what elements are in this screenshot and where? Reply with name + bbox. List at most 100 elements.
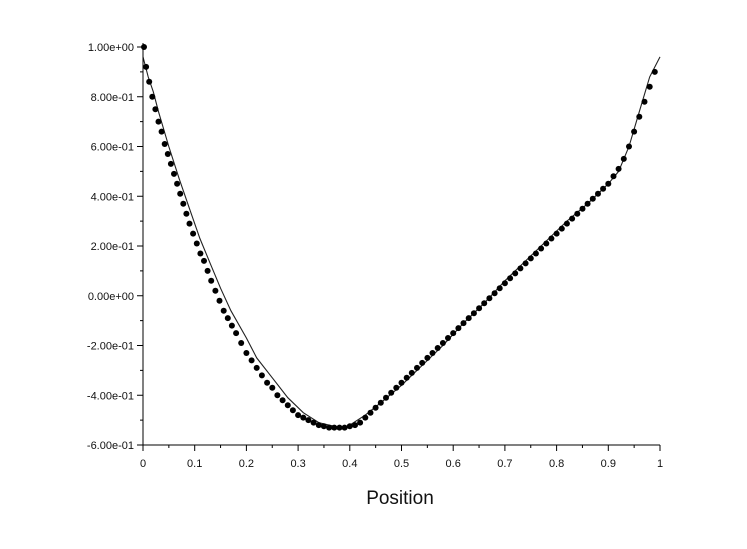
data-point xyxy=(295,412,302,419)
data-point xyxy=(289,407,296,414)
data-point xyxy=(538,245,545,252)
data-point xyxy=(310,419,317,426)
data-point xyxy=(367,409,374,416)
data-point xyxy=(253,364,260,371)
data-point xyxy=(626,143,632,150)
data-point xyxy=(434,345,441,351)
data-point xyxy=(636,113,643,120)
data-point xyxy=(481,300,488,307)
data-point xyxy=(589,195,596,202)
data-point xyxy=(212,287,219,294)
data-point xyxy=(258,372,265,379)
x-tick-label: 1 xyxy=(657,458,663,470)
data-point xyxy=(305,417,312,424)
y-tick-label: 2.00e-01 xyxy=(91,241,134,253)
data-point xyxy=(300,414,307,421)
data-point xyxy=(220,307,227,314)
data-point xyxy=(532,250,539,257)
data-point xyxy=(429,350,436,356)
data-point xyxy=(383,394,389,401)
data-point xyxy=(284,402,291,409)
x-tick-label: 0.3 xyxy=(290,458,305,470)
y-tick-label: -4.00e-01 xyxy=(87,390,134,402)
data-point xyxy=(193,240,200,247)
data-point xyxy=(460,320,467,327)
x-tick-label: 0.7 xyxy=(497,458,512,470)
data-point xyxy=(408,369,415,376)
x-tick-label: 0.2 xyxy=(239,458,254,470)
data-point xyxy=(419,359,426,366)
data-point xyxy=(331,424,338,431)
data-point xyxy=(584,200,591,207)
data-point xyxy=(346,423,353,430)
data-point xyxy=(641,98,648,105)
x-tick-label: 0.5 xyxy=(394,458,409,470)
data-point xyxy=(450,330,457,337)
data-point xyxy=(183,210,190,217)
data-point xyxy=(486,295,493,302)
data-point xyxy=(357,419,364,426)
data-point xyxy=(224,315,231,322)
data-point xyxy=(445,335,451,341)
y-tick-label: -2.00e-01 xyxy=(87,341,134,353)
data-point xyxy=(149,93,156,100)
data-point xyxy=(264,379,271,386)
data-point xyxy=(527,255,534,262)
data-point xyxy=(501,280,508,287)
data-point xyxy=(512,270,519,277)
data-point xyxy=(180,200,187,207)
data-point xyxy=(201,257,207,264)
data-point xyxy=(553,230,560,237)
axes-layer: 0 0.1 0.2 0.3 0.4 0.5 0.6 0.7 0.8 0.9 1 1.00e+00 8.0… xyxy=(87,42,663,470)
data-point xyxy=(610,173,617,180)
data-point xyxy=(158,128,165,135)
data-point xyxy=(377,399,384,406)
data-point xyxy=(233,330,240,337)
data-point xyxy=(491,290,498,297)
data-point xyxy=(595,190,601,197)
data-point xyxy=(155,118,162,125)
data-point xyxy=(439,340,446,346)
data-point xyxy=(197,250,204,257)
series-line xyxy=(142,56,661,429)
data-point xyxy=(146,78,153,85)
data-point xyxy=(470,310,477,317)
data-point xyxy=(164,151,171,157)
data-point xyxy=(352,422,358,429)
data-point xyxy=(543,240,550,247)
data-point xyxy=(388,389,395,396)
data-point xyxy=(517,265,524,272)
data-point xyxy=(190,230,197,237)
data-point xyxy=(393,384,400,391)
data-point xyxy=(248,357,255,364)
data-point xyxy=(186,220,193,227)
data-point xyxy=(208,277,215,284)
y-tick-label: 4.00e-01 xyxy=(91,191,134,203)
data-point xyxy=(569,215,576,222)
data-point xyxy=(398,379,405,386)
data-point xyxy=(605,180,612,187)
data-point xyxy=(326,424,333,431)
data-point xyxy=(548,235,555,242)
data-point xyxy=(177,190,184,197)
x-tick-label: 0.9 xyxy=(601,458,616,470)
data-point xyxy=(315,422,322,429)
x-axis-title: Position xyxy=(366,488,434,509)
data-point xyxy=(476,305,483,312)
data-layer xyxy=(141,44,661,431)
data-point xyxy=(558,225,565,232)
data-point xyxy=(279,397,286,404)
data-point xyxy=(507,275,514,282)
data-point xyxy=(161,141,168,147)
x-tick-label: 0 xyxy=(140,458,146,470)
data-point xyxy=(174,180,181,187)
y-tick-label: 6.00e-01 xyxy=(91,142,134,154)
data-point xyxy=(563,220,570,227)
data-point xyxy=(341,424,348,431)
data-point xyxy=(228,322,235,329)
data-point xyxy=(238,340,245,346)
data-point xyxy=(243,350,250,356)
y-tick-label: 8.00e-01 xyxy=(91,92,134,104)
x-tick-label: 0.6 xyxy=(446,458,461,470)
